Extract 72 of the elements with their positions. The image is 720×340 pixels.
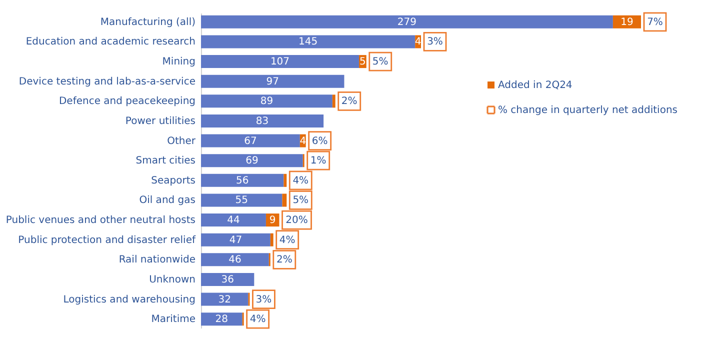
annotation: 20% [286, 215, 308, 226]
bar [201, 194, 282, 207]
bar [201, 134, 300, 148]
bar [332, 94, 336, 108]
data-label: 9 [269, 215, 276, 226]
data-label: 5 [359, 56, 366, 68]
annotation: 4% [279, 234, 296, 246]
y-tick-label: Rail nationwide [118, 254, 196, 266]
bar [201, 74, 344, 88]
y-tick-label: Other [167, 136, 196, 147]
y-tick-label: Maritime [151, 314, 196, 326]
bar [282, 194, 287, 207]
annotation: 2% [276, 254, 292, 266]
y-tick-label: Public protection and disaster relief [18, 234, 196, 246]
y-tick-label: Unknown [149, 274, 196, 286]
bar [201, 154, 303, 168]
data-label: 56 [236, 175, 249, 186]
bar [201, 94, 332, 108]
data-label: 279 [397, 16, 417, 28]
bar [201, 214, 266, 227]
bar [201, 272, 254, 286]
data-label: 97 [266, 76, 279, 88]
y-tick-label: Oil and gas [139, 195, 196, 206]
y-tick-label: Seaports [151, 175, 196, 186]
annotation: 3% [256, 294, 272, 306]
y-tick-label: Logistics and warehousing [63, 294, 196, 306]
bar [270, 233, 274, 246]
annotation: 5% [292, 195, 309, 206]
bar [201, 292, 248, 306]
data-label: 67 [244, 136, 257, 147]
data-label: 32 [218, 294, 231, 306]
y-tick-label: Power utilities [125, 116, 196, 127]
data-label: 4 [414, 36, 422, 48]
data-label: 83 [256, 116, 269, 127]
annotation: 7% [647, 16, 663, 28]
y-tick-label: Public venues and other neutral hosts [6, 215, 196, 226]
data-label: 28 [215, 314, 228, 326]
bar [201, 114, 324, 128]
bar [201, 233, 270, 246]
annotation: 3% [427, 36, 443, 48]
y-tick-label: Device testing and lab-as-a-service [18, 76, 196, 88]
data-label: 69 [246, 156, 258, 167]
y-tick-label: Manufacturing (all) [100, 16, 196, 28]
annotation: 4% [250, 314, 266, 326]
y-tick-label: Mining [162, 56, 196, 68]
annotation: 4% [292, 175, 309, 186]
bar [201, 253, 269, 266]
bar [201, 174, 284, 187]
bar [201, 312, 242, 326]
bar [201, 15, 613, 28]
annotation: 6% [312, 136, 328, 147]
legend-label: Added in 2Q24 [498, 80, 572, 91]
data-label: 89 [260, 96, 274, 108]
data-label: 145 [298, 36, 318, 48]
data-label: 19 [620, 16, 634, 28]
data-label: 36 [221, 274, 234, 286]
data-label: 46 [228, 254, 242, 266]
data-label: 47 [229, 234, 242, 246]
bar [201, 55, 359, 68]
annotation: 2% [341, 96, 358, 108]
data-label: 55 [235, 195, 248, 206]
annotation: 1% [310, 156, 326, 167]
data-label: 4 [300, 136, 306, 147]
data-label: 107 [270, 56, 290, 68]
annotation: % change in quarterly net additions [498, 105, 678, 116]
y-tick-label: Smart cities [136, 156, 196, 167]
annotation: 5% [372, 56, 388, 68]
y-tick-label: Defence and peacekeeping [58, 96, 196, 108]
data-label: 44 [227, 215, 240, 226]
bar [284, 174, 287, 187]
y-tick-label: Education and academic research [26, 36, 196, 48]
bar [201, 35, 416, 48]
